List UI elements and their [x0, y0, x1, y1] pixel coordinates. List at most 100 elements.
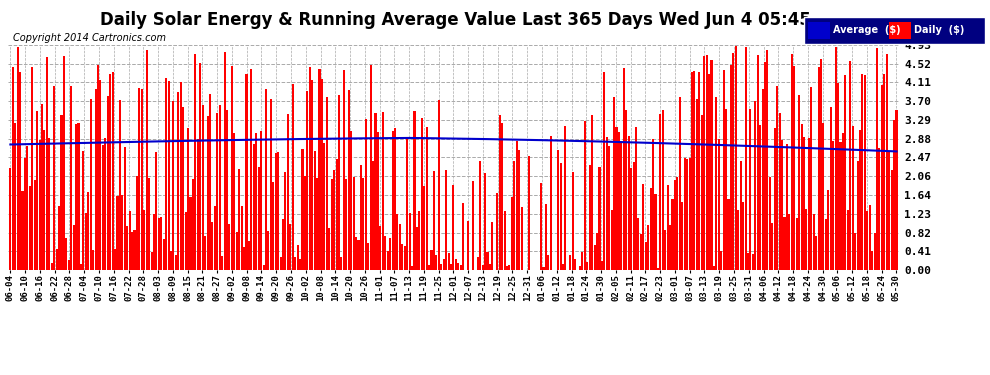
Bar: [703, 56, 705, 270]
Bar: [854, 233, 856, 270]
Bar: [647, 225, 649, 270]
Bar: [85, 213, 87, 270]
Bar: [649, 188, 651, 270]
Bar: [661, 110, 664, 270]
Bar: [733, 53, 735, 270]
Bar: [129, 211, 131, 270]
Bar: [801, 124, 803, 270]
Bar: [749, 109, 751, 270]
Bar: [472, 181, 474, 270]
Bar: [119, 100, 121, 270]
Bar: [314, 151, 316, 270]
Bar: [806, 209, 808, 270]
Bar: [426, 127, 428, 270]
Bar: [491, 222, 493, 270]
Bar: [871, 251, 873, 270]
Bar: [82, 150, 84, 270]
Bar: [654, 194, 656, 270]
Bar: [369, 65, 371, 270]
Bar: [611, 210, 613, 270]
Bar: [876, 48, 878, 270]
Bar: [389, 238, 391, 270]
Bar: [688, 159, 691, 270]
Bar: [818, 67, 820, 270]
Bar: [547, 255, 549, 270]
Bar: [270, 99, 272, 270]
Bar: [58, 206, 60, 270]
Bar: [696, 99, 698, 270]
Bar: [501, 123, 503, 270]
Bar: [657, 268, 659, 270]
Bar: [436, 255, 438, 270]
Bar: [813, 213, 815, 270]
Bar: [252, 144, 254, 270]
Bar: [364, 119, 367, 270]
Bar: [823, 123, 825, 270]
Bar: [12, 68, 14, 270]
Bar: [360, 165, 362, 270]
Bar: [199, 63, 201, 270]
Bar: [428, 265, 430, 270]
Bar: [136, 176, 138, 270]
Bar: [684, 158, 686, 270]
Bar: [744, 47, 746, 270]
Bar: [311, 80, 313, 270]
Bar: [139, 88, 141, 270]
Bar: [117, 196, 119, 270]
Bar: [766, 50, 768, 270]
Bar: [671, 199, 673, 270]
Bar: [419, 211, 421, 270]
Bar: [77, 123, 79, 270]
Bar: [569, 255, 571, 270]
Bar: [306, 91, 309, 270]
Bar: [499, 116, 501, 270]
Bar: [126, 226, 129, 270]
Text: Daily Solar Energy & Running Average Value Last 365 Days Wed Jun 4 05:45: Daily Solar Energy & Running Average Val…: [100, 11, 811, 29]
Bar: [236, 232, 238, 270]
Bar: [29, 186, 31, 270]
Bar: [626, 110, 628, 270]
Bar: [194, 54, 196, 270]
Bar: [883, 74, 885, 270]
Bar: [873, 234, 875, 270]
Bar: [725, 109, 727, 270]
Bar: [197, 139, 199, 270]
Bar: [112, 72, 114, 270]
Bar: [394, 128, 396, 270]
Bar: [504, 211, 506, 270]
Bar: [187, 129, 189, 270]
Bar: [350, 131, 352, 270]
Bar: [815, 237, 817, 270]
Bar: [182, 107, 184, 270]
Bar: [481, 266, 484, 270]
Bar: [579, 266, 581, 270]
Bar: [598, 167, 601, 270]
Bar: [411, 266, 413, 270]
Bar: [357, 240, 359, 270]
Bar: [513, 161, 516, 270]
Bar: [861, 74, 863, 270]
Bar: [331, 179, 333, 270]
Bar: [698, 72, 700, 270]
Bar: [341, 257, 343, 270]
Bar: [377, 132, 379, 270]
Bar: [255, 133, 257, 270]
Bar: [384, 236, 386, 270]
Bar: [157, 219, 160, 270]
Bar: [114, 249, 116, 270]
Bar: [633, 162, 635, 270]
Bar: [292, 84, 294, 270]
Bar: [17, 47, 19, 270]
Bar: [594, 245, 596, 270]
Bar: [109, 74, 111, 270]
Bar: [277, 152, 279, 270]
Bar: [239, 169, 241, 270]
Bar: [202, 105, 204, 270]
Bar: [41, 104, 43, 270]
Bar: [50, 263, 52, 270]
Bar: [262, 265, 264, 270]
Bar: [122, 195, 124, 270]
Bar: [803, 137, 805, 270]
Bar: [830, 107, 832, 270]
Text: Daily  ($): Daily ($): [914, 26, 964, 35]
